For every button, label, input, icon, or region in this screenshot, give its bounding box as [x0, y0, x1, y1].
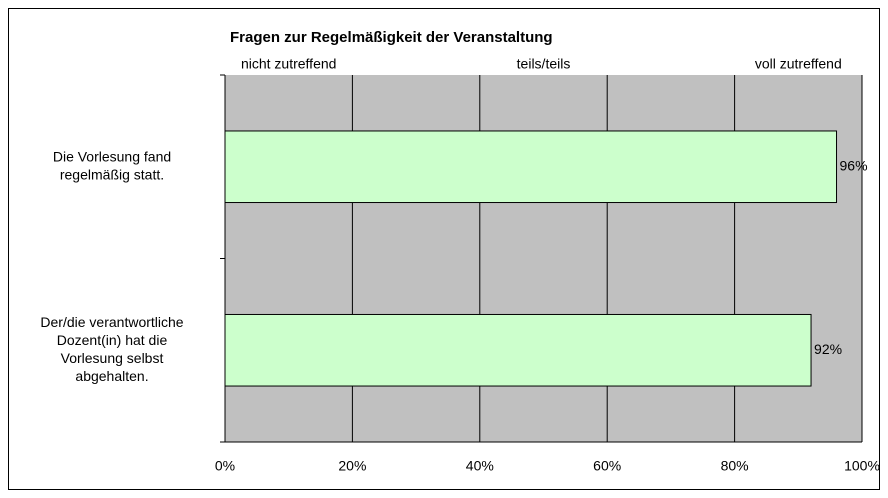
x-tick-label: 40%: [466, 458, 494, 474]
scale-label: nicht zutreffend: [241, 56, 336, 72]
x-tick-label: 20%: [338, 458, 366, 474]
y-tick-label: Vorlesung selbst: [61, 350, 164, 366]
value-label: 92%: [814, 341, 842, 357]
x-tick-label: 100%: [844, 458, 880, 474]
x-tick-label: 60%: [593, 458, 621, 474]
bar: [224, 130, 838, 204]
plot-area: [225, 75, 862, 442]
value-label: 96%: [840, 157, 868, 173]
chart-title: Fragen zur Regelmäßigkeit der Veranstalt…: [230, 29, 553, 46]
y-tick-label: Die Vorlesung fand: [53, 148, 171, 164]
y-tick-label: Der/die verantwortliche: [40, 314, 183, 330]
scale-label: voll zutreffend: [755, 56, 842, 72]
scale-label: teils/teils: [517, 56, 571, 72]
y-tick-label: abgehalten.: [75, 368, 148, 384]
bar: [224, 313, 812, 387]
y-tick-label: Dozent(in) hat die: [57, 332, 168, 348]
y-tick-label: regelmäßig statt.: [60, 166, 164, 182]
x-tick-label: 0%: [215, 458, 235, 474]
x-tick-label: 80%: [721, 458, 749, 474]
